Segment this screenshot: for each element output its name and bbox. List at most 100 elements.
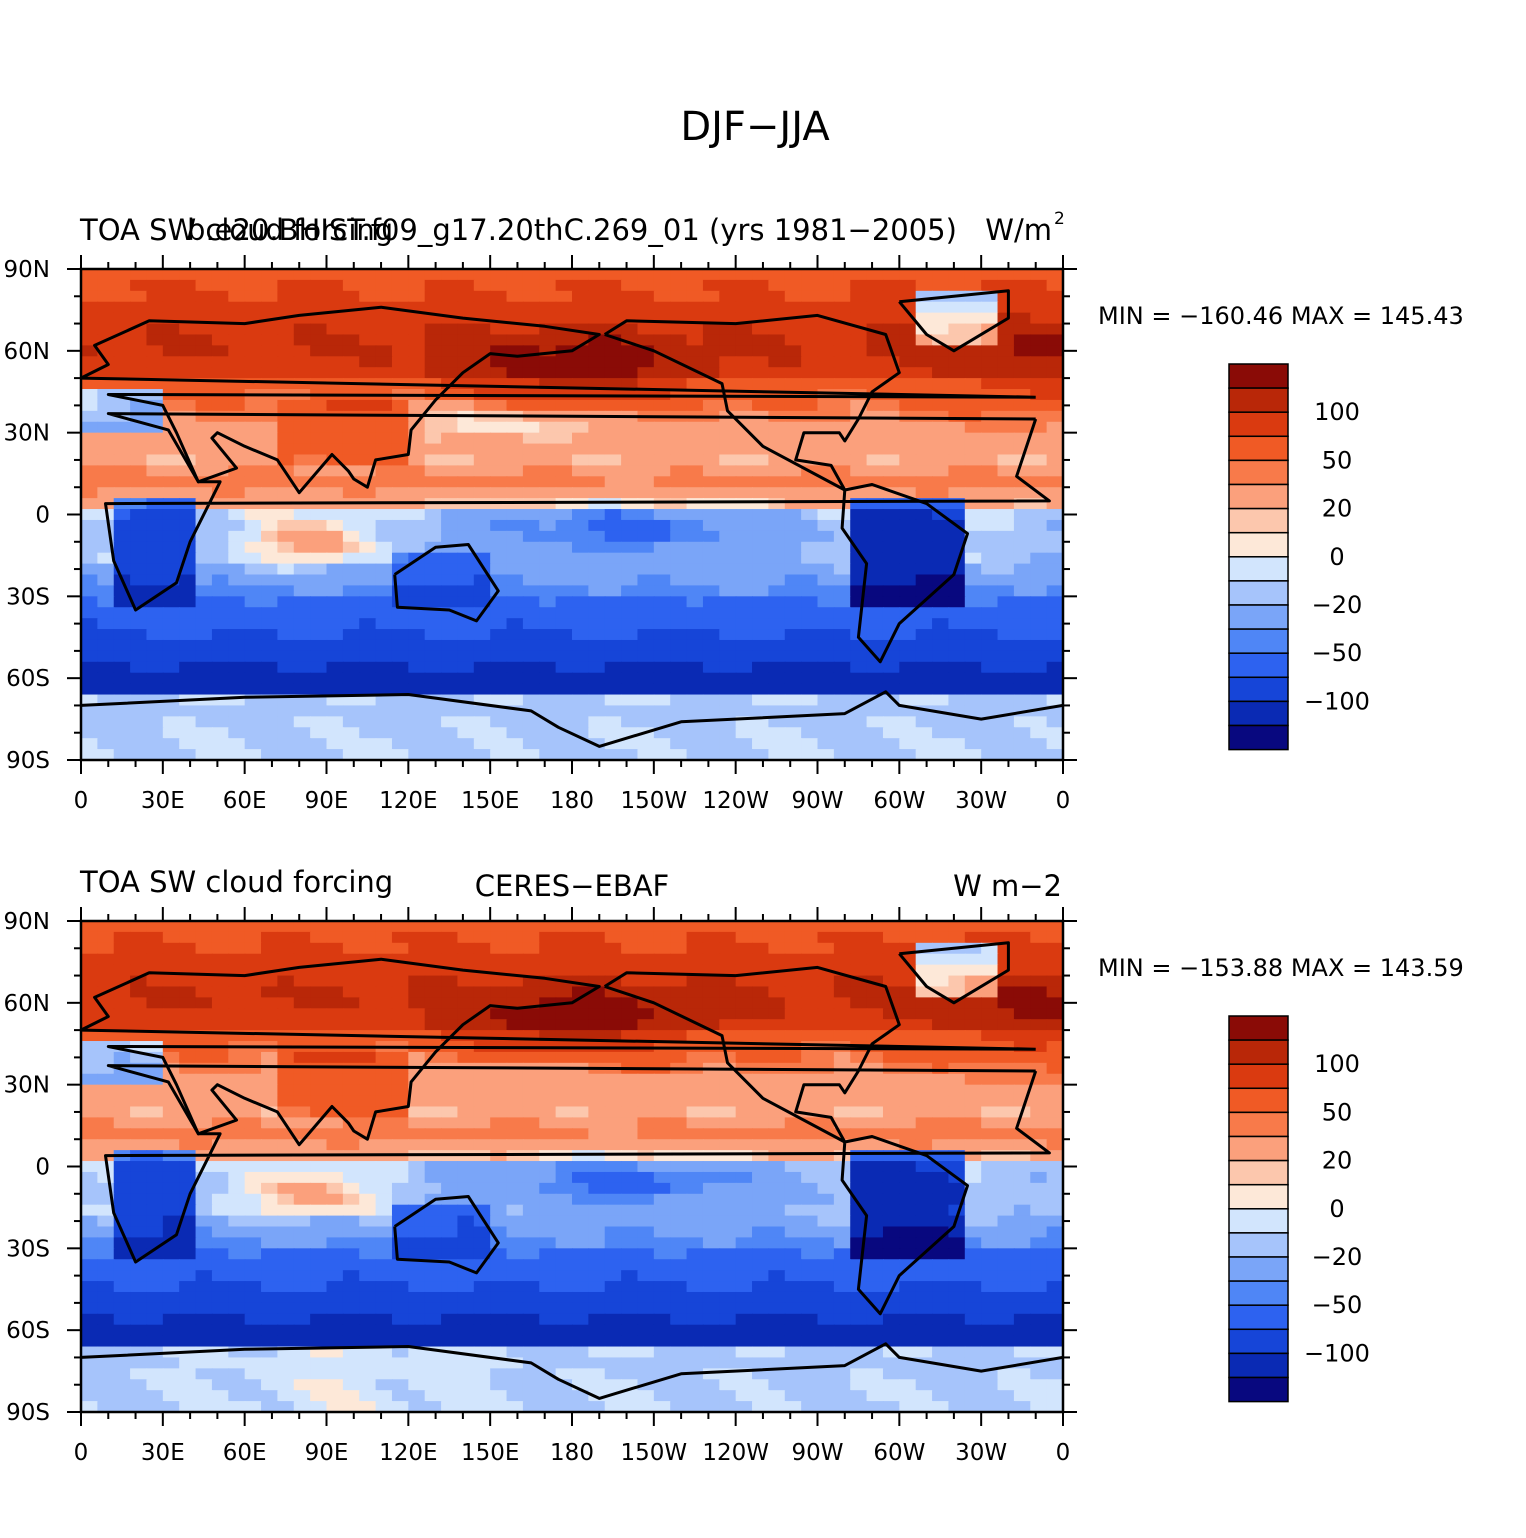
field-cell <box>130 694 148 707</box>
field-cell <box>244 964 262 977</box>
field-cell <box>932 585 950 598</box>
field-cell <box>981 1139 999 1151</box>
field-cell <box>211 487 230 499</box>
field-cell <box>752 301 770 314</box>
field-cell <box>130 1270 148 1282</box>
field-cell <box>833 301 852 314</box>
field-cell <box>375 749 393 760</box>
field-cell <box>964 1204 982 1217</box>
field-cell <box>424 432 442 445</box>
field-cell <box>981 498 999 510</box>
field-cell <box>522 509 541 521</box>
field-cell <box>932 519 950 532</box>
field-cell <box>866 997 884 1010</box>
field-cell <box>424 607 442 619</box>
field-cell <box>752 683 770 696</box>
field-cell <box>1046 367 1063 379</box>
field-cell <box>244 301 262 314</box>
field-cell <box>997 1030 1015 1042</box>
field-cell <box>686 1030 704 1042</box>
field-cell <box>588 290 606 303</box>
field-cell <box>195 563 213 576</box>
field-cell <box>195 1215 213 1228</box>
field-cell <box>522 1248 541 1261</box>
field-cell <box>261 749 279 760</box>
field-cell <box>375 618 393 630</box>
field-cell <box>277 738 295 750</box>
field-cell <box>391 749 410 760</box>
field-cell <box>473 618 491 630</box>
field-cell <box>1030 1019 1048 1031</box>
field-cell <box>572 541 590 554</box>
field-cell <box>1030 389 1048 401</box>
field-cell <box>391 465 410 478</box>
field-cell <box>244 1259 262 1271</box>
field-cell <box>932 1248 950 1261</box>
field-cell <box>277 356 295 368</box>
field-cell <box>408 672 426 685</box>
field-cell <box>162 312 180 325</box>
field-cell <box>801 953 819 966</box>
field-cell <box>899 509 917 521</box>
field-cell <box>1030 1150 1048 1162</box>
field-cell <box>490 694 508 707</box>
field-cell <box>981 1084 999 1097</box>
field-cell <box>244 749 262 760</box>
field-cell <box>702 269 721 281</box>
field-cell <box>113 585 131 598</box>
field-cell <box>768 1204 786 1217</box>
field-cell <box>326 986 344 999</box>
field-cell <box>1013 1281 1032 1293</box>
field-cell <box>293 975 311 988</box>
field-cell <box>391 629 410 641</box>
field-cell <box>261 552 279 565</box>
field-cell <box>604 705 622 718</box>
field-cell <box>473 727 491 739</box>
field-cell <box>81 410 99 423</box>
field-cell <box>801 519 819 532</box>
field-cell <box>391 997 410 1010</box>
field-cell <box>359 1215 377 1228</box>
field-cell <box>719 1281 737 1293</box>
field-cell <box>457 465 475 478</box>
field-cell <box>342 1117 361 1130</box>
field-cell <box>882 1008 901 1020</box>
field-cell <box>162 705 180 718</box>
field-cell <box>424 921 442 933</box>
colorbar-box <box>1228 652 1289 679</box>
field-cell <box>572 1095 590 1108</box>
field-cell <box>97 1128 115 1141</box>
field-cell <box>342 964 361 977</box>
field-cell <box>866 312 884 325</box>
field-cell <box>882 421 901 434</box>
field-cell <box>768 596 786 609</box>
field-cell <box>146 964 164 977</box>
field-cell <box>261 942 279 955</box>
field-cell <box>359 421 377 434</box>
field-cell <box>473 1139 491 1151</box>
field-cell <box>899 607 917 619</box>
field-cell <box>522 399 541 412</box>
field-cell <box>130 367 148 379</box>
field-cell <box>637 487 655 499</box>
field-cell <box>522 1019 541 1031</box>
field-cell <box>81 552 99 565</box>
field-cell <box>522 541 541 554</box>
colorbar-box <box>1228 483 1289 510</box>
field-cell <box>97 1226 115 1239</box>
field-cell <box>670 1095 688 1108</box>
field-cell <box>293 618 311 630</box>
field-cell <box>359 964 377 977</box>
field-cell <box>195 986 213 999</box>
field-cell <box>948 1008 966 1020</box>
field-cell <box>441 574 459 587</box>
field-cell <box>457 356 475 368</box>
field-cell <box>506 975 524 988</box>
field-cell <box>899 1281 917 1293</box>
field-cell <box>457 1128 475 1141</box>
field-cell <box>326 454 344 467</box>
field-cell <box>964 596 982 609</box>
field-cell <box>326 716 344 729</box>
field-cell <box>735 942 753 955</box>
field-cell <box>408 541 426 554</box>
